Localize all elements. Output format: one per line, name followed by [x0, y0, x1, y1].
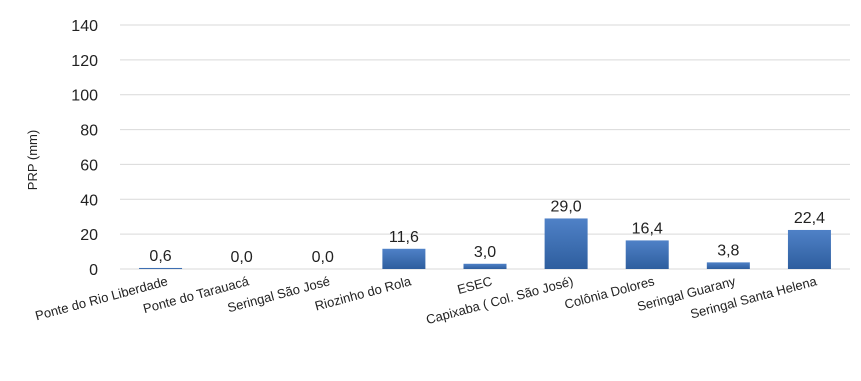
- data-label: 0,0: [312, 249, 334, 266]
- y-tick-label: 100: [71, 88, 98, 105]
- y-tick-label: 60: [80, 157, 98, 174]
- y-axis-label: PRP (mm): [25, 130, 40, 190]
- bar: [139, 267, 183, 269]
- y-tick-label: 120: [71, 53, 98, 70]
- category-label: Capixaba ( Col. São José): [424, 273, 574, 327]
- data-labels: 0,6 0,0 0,0 11,6 3,0 29,0 16,4 3,8 22,4: [149, 198, 825, 266]
- data-label: 11,6: [389, 229, 419, 246]
- bar: [706, 262, 750, 269]
- y-tick-label: 40: [80, 192, 98, 209]
- y-axis-ticks: 0 20 40 60 80 100 120 140: [71, 18, 98, 279]
- y-tick-label: 80: [80, 123, 98, 140]
- bars: [139, 218, 831, 269]
- category-label: ESEC: [456, 273, 494, 297]
- bar: [625, 240, 669, 269]
- bar: [544, 218, 588, 269]
- data-label: 29,0: [551, 198, 582, 215]
- bar: [787, 229, 831, 269]
- category-label: Ponte do Rio Liberdade: [33, 273, 169, 323]
- data-label: 16,4: [632, 220, 663, 237]
- data-label: 3,0: [474, 244, 496, 261]
- data-label: 3,8: [717, 242, 739, 259]
- y-tick-label: 0: [89, 262, 98, 279]
- bar: [463, 263, 507, 269]
- gridlines: [120, 24, 850, 270]
- bar: [382, 248, 426, 269]
- data-label: 22,4: [794, 210, 825, 227]
- y-tick-label: 20: [80, 227, 98, 244]
- data-label: 0,6: [149, 248, 171, 265]
- y-tick-label: 140: [71, 18, 98, 35]
- data-label: 0,0: [231, 249, 253, 266]
